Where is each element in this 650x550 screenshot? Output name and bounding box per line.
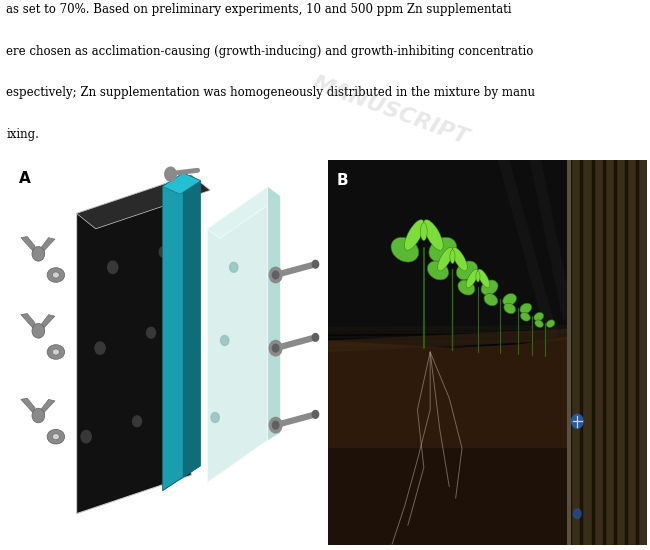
Ellipse shape	[484, 294, 498, 306]
Text: B: B	[336, 173, 348, 188]
Bar	[567, 160, 571, 544]
Polygon shape	[207, 186, 280, 239]
Text: MANUSCRIPT: MANUSCRIPT	[309, 73, 471, 148]
Circle shape	[220, 336, 229, 345]
Ellipse shape	[428, 261, 448, 280]
Ellipse shape	[458, 280, 474, 295]
Polygon shape	[183, 173, 201, 477]
Ellipse shape	[520, 303, 532, 313]
Ellipse shape	[423, 219, 443, 250]
Circle shape	[269, 340, 282, 356]
Ellipse shape	[437, 248, 453, 271]
Circle shape	[229, 262, 238, 272]
Circle shape	[272, 271, 279, 279]
Ellipse shape	[502, 294, 517, 306]
Ellipse shape	[535, 320, 543, 327]
Text: ere chosen as acclimation-causing (growth-inducing) and growth-inhibiting concen: ere chosen as acclimation-causing (growt…	[6, 45, 534, 58]
Ellipse shape	[547, 320, 555, 327]
Ellipse shape	[53, 433, 59, 440]
Text: espectively; Zn supplementation was homogeneously distributed in the mixture by : espectively; Zn supplementation was homo…	[6, 86, 536, 99]
Circle shape	[146, 327, 155, 338]
Ellipse shape	[32, 323, 45, 338]
Polygon shape	[77, 175, 211, 229]
Ellipse shape	[32, 408, 45, 423]
Polygon shape	[207, 186, 268, 483]
Circle shape	[95, 342, 105, 354]
Circle shape	[159, 246, 168, 257]
Bar	[569, 160, 647, 544]
Circle shape	[571, 414, 583, 428]
Ellipse shape	[534, 312, 543, 321]
Ellipse shape	[429, 237, 456, 262]
Polygon shape	[21, 314, 35, 328]
Circle shape	[81, 431, 91, 443]
Ellipse shape	[450, 250, 455, 263]
Circle shape	[133, 416, 142, 427]
Polygon shape	[162, 173, 201, 194]
Ellipse shape	[478, 269, 490, 288]
Polygon shape	[77, 175, 191, 514]
Polygon shape	[21, 398, 35, 412]
Polygon shape	[328, 329, 567, 352]
Text: as set to 70%. Based on preliminary experiments, 10 and 500 ppm Zn supplementati: as set to 70%. Based on preliminary expe…	[6, 3, 512, 16]
Circle shape	[165, 167, 176, 181]
Polygon shape	[42, 238, 55, 251]
Ellipse shape	[421, 223, 427, 241]
Circle shape	[269, 417, 282, 433]
Ellipse shape	[53, 349, 59, 355]
Ellipse shape	[521, 312, 530, 321]
Polygon shape	[162, 173, 183, 491]
Ellipse shape	[404, 219, 424, 250]
Polygon shape	[42, 315, 55, 328]
Circle shape	[211, 412, 219, 422]
Ellipse shape	[391, 237, 419, 262]
Polygon shape	[21, 236, 35, 251]
Text: ixing.: ixing.	[6, 128, 40, 141]
Circle shape	[312, 410, 318, 418]
Ellipse shape	[481, 280, 498, 295]
Ellipse shape	[47, 268, 64, 282]
Circle shape	[312, 260, 318, 268]
Ellipse shape	[452, 248, 467, 271]
Ellipse shape	[53, 272, 59, 278]
Circle shape	[312, 333, 318, 341]
Ellipse shape	[466, 269, 478, 288]
Ellipse shape	[456, 261, 478, 280]
Bar	[328, 448, 567, 544]
Text: A: A	[20, 171, 31, 186]
Ellipse shape	[476, 271, 480, 282]
Polygon shape	[328, 160, 567, 333]
Circle shape	[272, 421, 279, 429]
Polygon shape	[328, 337, 567, 544]
Ellipse shape	[504, 303, 515, 313]
Ellipse shape	[32, 246, 45, 261]
Polygon shape	[268, 186, 280, 441]
Polygon shape	[42, 399, 55, 412]
Polygon shape	[162, 465, 201, 491]
Circle shape	[573, 509, 581, 518]
Ellipse shape	[47, 430, 64, 444]
Circle shape	[108, 261, 118, 273]
Circle shape	[272, 344, 279, 352]
Circle shape	[269, 267, 282, 283]
Ellipse shape	[47, 345, 64, 359]
